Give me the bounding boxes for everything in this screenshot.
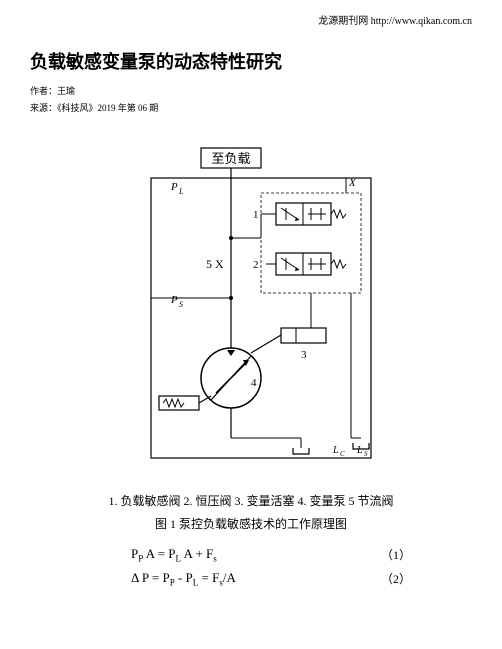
x-label: X xyxy=(348,177,357,189)
equation-1: PP A = PL A + Fs xyxy=(91,546,217,564)
one-label: 1 xyxy=(253,209,259,221)
author-meta: 作者：王瑜 xyxy=(30,84,472,97)
figure-caption: 图 1 泵控负载敏感技术的工作原理图 xyxy=(30,515,472,532)
diagram-container: 至负载 P L X 1 xyxy=(30,138,472,478)
five-x-label: 5 X xyxy=(206,257,224,271)
p2-sub-label: S xyxy=(179,300,183,309)
three-label: 3 xyxy=(301,349,307,361)
svg-text:C: C xyxy=(340,450,345,458)
equation-2: Δ P = PP - PL = Fs/A xyxy=(91,570,236,588)
l1-label: L xyxy=(332,445,339,456)
schematic-diagram: 至负载 P L X 1 xyxy=(101,138,401,478)
p1-sub-label: L xyxy=(178,187,184,196)
equation-row: Δ P = PP - PL = Fs/A （2） xyxy=(91,570,411,588)
equation-number: （2） xyxy=(381,570,411,587)
page-title: 负载敏感变量泵的动态特性研究 xyxy=(30,48,472,74)
top-label: 至负载 xyxy=(211,151,250,166)
four-label: 4 xyxy=(251,377,257,389)
equations-block: PP A = PL A + Fs （1） Δ P = PP - PL = Fs/… xyxy=(30,546,472,587)
equation-number: （1） xyxy=(381,546,411,563)
p2-label: P xyxy=(170,294,178,306)
site-header-link: 龙源期刊网 http://www.qikan.com.cn xyxy=(318,12,472,27)
svg-text:S: S xyxy=(364,450,368,458)
two-label: 2 xyxy=(253,259,259,271)
figure-legend: 1. 负载敏感阀 2. 恒压阀 3. 变量活塞 4. 变量泵 5 节流阀 xyxy=(30,492,472,509)
l2-label: L xyxy=(356,445,363,456)
p1-label: P xyxy=(170,181,178,193)
source-meta: 来源：《科技风》2019 年第 06 期 xyxy=(30,101,472,114)
equation-row: PP A = PL A + Fs （1） xyxy=(91,546,411,564)
